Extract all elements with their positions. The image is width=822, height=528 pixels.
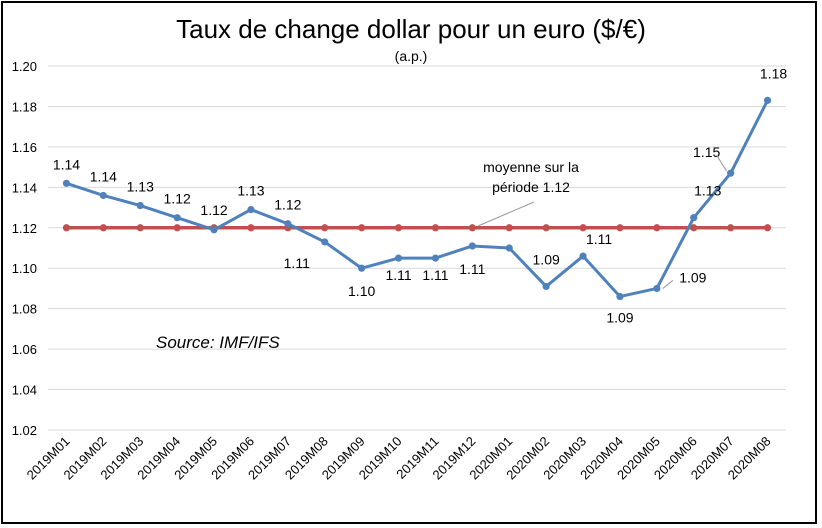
- exchange-rate-point: [394, 254, 403, 262]
- data-label: 1.10: [348, 283, 375, 299]
- data-label: 1.11: [385, 267, 411, 283]
- data-label: 1.14: [53, 156, 80, 172]
- mean-point: [321, 224, 329, 232]
- exchange-rate-point: [321, 238, 329, 246]
- y-tick-label: 1.14: [12, 180, 37, 195]
- chart-subtitle: (a.p.): [394, 48, 428, 64]
- data-label: 1.11: [284, 255, 310, 271]
- exchange-rate-point: [653, 284, 661, 293]
- mean-point: [62, 224, 71, 232]
- exchange-rate-point: [542, 282, 550, 291]
- mean-point: [616, 224, 624, 232]
- mean-point: [542, 224, 550, 232]
- mean-point: [505, 224, 513, 232]
- exchange-rate-point: [99, 191, 107, 200]
- data-labels: 1.14 1.14 1.13 1.12 1.12 1.13 1.12 1.11 1.10 1.11…: [53, 65, 788, 325]
- mean-point: [431, 224, 440, 232]
- exchange-rate-point: [284, 220, 292, 228]
- chart-title: Taux de change dollar pour un euro ($/€): [176, 14, 646, 44]
- source-note: Source: IMF/IFS: [156, 333, 280, 352]
- exchange-rate-point: [616, 292, 624, 301]
- mean-point: [247, 224, 255, 232]
- data-label: 1.11: [586, 231, 612, 247]
- y-tick-label: 1.16: [12, 140, 37, 155]
- data-label: 1.13: [237, 183, 264, 199]
- data-label: 1.15: [693, 144, 720, 160]
- exchange-rate-point: [690, 214, 698, 222]
- y-tick-label: 1.06: [12, 342, 37, 357]
- exchange-rate-point: [358, 264, 366, 272]
- data-label: 1.18: [760, 65, 787, 81]
- exchange-rate-point: [173, 214, 181, 222]
- exchange-rate-point: [62, 179, 71, 187]
- label-leader: [716, 154, 728, 172]
- exchange-rate-point: [505, 244, 513, 252]
- exchange-rate-point: [579, 252, 587, 260]
- y-tick-label: 1.04: [12, 383, 37, 398]
- y-tick-label: 1.20: [12, 59, 37, 74]
- data-label: 1.14: [90, 168, 117, 184]
- exchange-rate-point: [136, 201, 144, 210]
- y-tick-label: 1.02: [12, 423, 37, 438]
- exchange-rate-point: [247, 205, 255, 214]
- data-label: 1.13: [127, 179, 154, 195]
- label-leader: [662, 280, 674, 289]
- mean-annotation-line2: période 1.12: [492, 179, 570, 195]
- mean-point: [99, 224, 107, 232]
- mean-point: [468, 224, 476, 232]
- mean-annotation-line1: moyenne sur la: [483, 159, 579, 175]
- exchange-rate-point: [468, 242, 476, 250]
- exchange-rate-point: [727, 169, 735, 177]
- y-axis-ticks: 1.02 1.04 1.06 1.08 1.10 1.12 1.14 1.16 1.18 1.20: [12, 59, 37, 438]
- data-label: 1.09: [533, 251, 560, 267]
- mean-point: [653, 224, 661, 232]
- mean-point: [136, 224, 144, 232]
- data-label: 1.12: [274, 197, 301, 213]
- y-tick-label: 1.12: [12, 221, 37, 236]
- data-label: 1.12: [200, 202, 227, 218]
- mean-point: [579, 224, 587, 232]
- mean-point: [763, 224, 772, 232]
- x-axis-ticks: 2019M012019M022019M032019M042019M052019M…: [24, 434, 774, 483]
- data-label: 1.13: [694, 183, 721, 199]
- mean-point: [727, 224, 735, 232]
- data-label: 1.11: [422, 267, 448, 283]
- y-tick-label: 1.18: [12, 99, 37, 114]
- mean-point: [358, 224, 366, 232]
- exchange-rate-point: [431, 254, 440, 262]
- gridlines: [48, 65, 786, 431]
- exchange-rate-point: [210, 226, 218, 234]
- data-label: 1.12: [164, 191, 191, 207]
- data-label: 1.09: [606, 310, 633, 326]
- exchange-rate-point: [763, 96, 772, 104]
- y-tick-label: 1.10: [12, 261, 37, 276]
- annotations: moyenne sur la période 1.12 Source: IMF/…: [156, 159, 579, 352]
- data-label: 1.09: [679, 269, 706, 285]
- data-label: 1.11: [459, 261, 485, 277]
- mean-leader-line: [477, 201, 535, 227]
- mean-point: [690, 224, 698, 232]
- exchange-rate-series-line: [65, 99, 769, 299]
- mean-point: [394, 224, 403, 232]
- series-layer: [62, 96, 772, 301]
- mean-point: [173, 224, 181, 232]
- y-tick-label: 1.08: [12, 302, 37, 317]
